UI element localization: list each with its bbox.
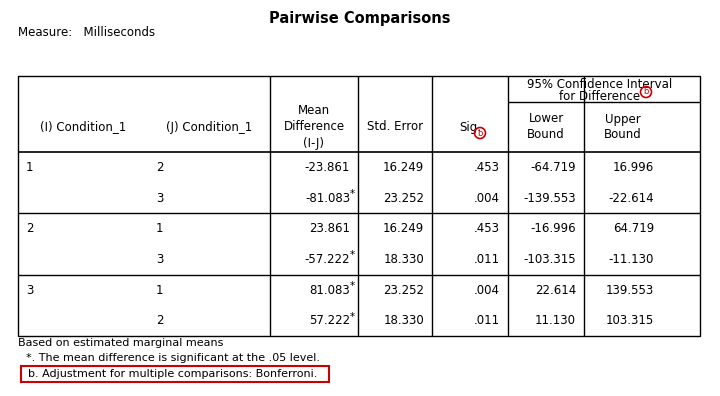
Text: Upper
Bound: Upper Bound xyxy=(604,112,642,141)
Text: 18.330: 18.330 xyxy=(383,314,424,327)
Text: *: * xyxy=(350,250,355,260)
Text: 16.249: 16.249 xyxy=(383,161,424,174)
Text: b: b xyxy=(643,88,649,97)
Text: 81.083: 81.083 xyxy=(310,284,350,297)
Text: Std. Error: Std. Error xyxy=(367,120,423,133)
Text: .453: .453 xyxy=(474,222,500,235)
Text: .453: .453 xyxy=(474,161,500,174)
Text: Pairwise Comparisons: Pairwise Comparisons xyxy=(269,11,451,26)
Text: b. Adjustment for multiple comparisons: Bonferroni.: b. Adjustment for multiple comparisons: … xyxy=(28,369,318,379)
Text: .011: .011 xyxy=(474,314,500,327)
Text: 2: 2 xyxy=(156,161,163,174)
Text: 3: 3 xyxy=(26,284,33,297)
Text: -81.083: -81.083 xyxy=(305,192,350,204)
Text: 16.249: 16.249 xyxy=(383,222,424,235)
Text: for Difference: for Difference xyxy=(559,89,641,103)
Text: -139.553: -139.553 xyxy=(523,192,576,204)
Text: (I) Condition_1: (I) Condition_1 xyxy=(40,120,126,133)
Text: -22.614: -22.614 xyxy=(608,192,654,204)
Text: .011: .011 xyxy=(474,253,500,266)
Text: 3: 3 xyxy=(156,253,163,266)
Text: 22.614: 22.614 xyxy=(535,284,576,297)
Text: -11.130: -11.130 xyxy=(608,253,654,266)
Text: 1: 1 xyxy=(156,222,163,235)
Text: 23.252: 23.252 xyxy=(383,284,424,297)
Text: -23.861: -23.861 xyxy=(305,161,350,174)
Text: *. The mean difference is significant at the .05 level.: *. The mean difference is significant at… xyxy=(26,353,320,363)
Text: 1: 1 xyxy=(156,284,163,297)
Text: 2: 2 xyxy=(156,314,163,327)
Text: 23.252: 23.252 xyxy=(383,192,424,204)
Text: 57.222: 57.222 xyxy=(309,314,350,327)
Text: -64.719: -64.719 xyxy=(531,161,576,174)
Text: .004: .004 xyxy=(474,284,500,297)
Text: -103.315: -103.315 xyxy=(523,253,576,266)
Text: 64.719: 64.719 xyxy=(613,222,654,235)
Text: 18.330: 18.330 xyxy=(383,253,424,266)
Text: 139.553: 139.553 xyxy=(606,284,654,297)
Text: *: * xyxy=(350,281,355,291)
Text: 3: 3 xyxy=(156,192,163,204)
Text: Mean
Difference
(I-J): Mean Difference (I-J) xyxy=(284,105,345,150)
Text: 16.996: 16.996 xyxy=(613,161,654,174)
Text: 2: 2 xyxy=(26,222,34,235)
Text: 11.130: 11.130 xyxy=(535,314,576,327)
Text: (J) Condition_1: (J) Condition_1 xyxy=(166,120,252,133)
Text: Sig.: Sig. xyxy=(459,120,481,133)
Text: Measure:   Milliseconds: Measure: Milliseconds xyxy=(18,26,155,39)
Text: Based on estimated marginal means: Based on estimated marginal means xyxy=(18,338,223,348)
Text: *: * xyxy=(350,312,355,322)
Text: b: b xyxy=(477,128,482,137)
Bar xyxy=(18,76,700,336)
Text: 1: 1 xyxy=(26,161,34,174)
Text: -57.222: -57.222 xyxy=(305,253,350,266)
Bar xyxy=(21,366,329,382)
Text: -16.996: -16.996 xyxy=(531,222,576,235)
Text: .004: .004 xyxy=(474,192,500,204)
Text: 23.861: 23.861 xyxy=(309,222,350,235)
Text: 95% Confidence Interval: 95% Confidence Interval xyxy=(527,78,672,91)
Text: Lower
Bound: Lower Bound xyxy=(527,112,565,141)
Text: 103.315: 103.315 xyxy=(606,314,654,327)
Text: *: * xyxy=(350,189,355,199)
